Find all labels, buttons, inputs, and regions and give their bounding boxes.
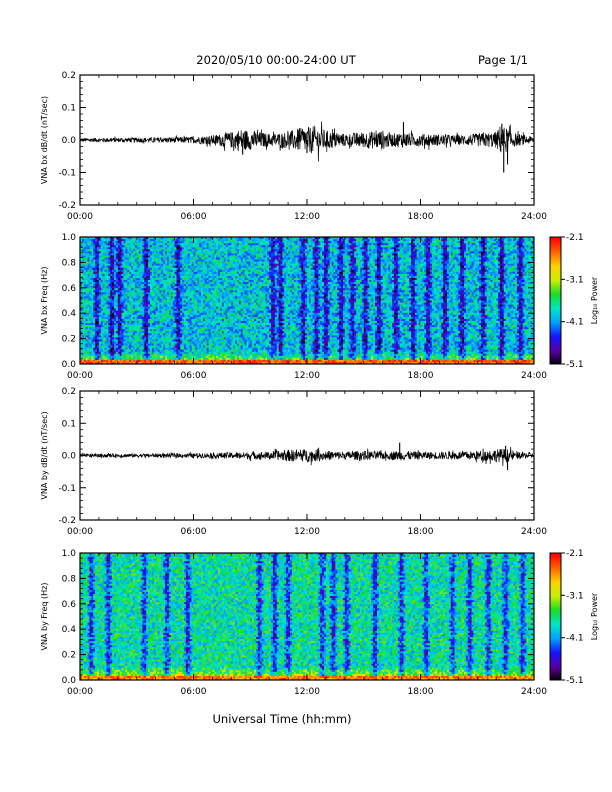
y-tick-label: 0.0: [62, 360, 77, 370]
x-tick-label: 18:00: [408, 212, 434, 222]
y-tick-label: 0.8: [62, 258, 77, 268]
y-tick-label: 0.0: [62, 452, 77, 462]
page-number: Page 1/1: [478, 53, 528, 67]
colorbar-tick-label: -3.1: [566, 275, 584, 285]
x-tick-label: 18:00: [408, 527, 434, 537]
colorbar-tick-label: -4.1: [566, 634, 584, 644]
y-tick-label: -0.2: [58, 201, 76, 211]
colorbar-tick-label: -4.1: [566, 318, 584, 328]
x-tick-label: 12:00: [294, 212, 320, 222]
x-tick-label: 12:00: [294, 371, 320, 381]
x-tick-label: 18:00: [408, 687, 434, 697]
x-tick-label: 24:00: [521, 687, 547, 697]
colorbar-tick-label: -2.1: [566, 233, 584, 243]
y-tick-label: 0.0: [62, 136, 77, 146]
x-tick-label: 18:00: [408, 371, 434, 381]
y-tick-label: 0.4: [62, 625, 77, 635]
x-tick-label: 00:00: [67, 527, 93, 537]
y-tick-label: 0.6: [62, 600, 77, 610]
y-tick-label: -0.1: [58, 484, 76, 494]
y-axis-label: VNA by Freq (Hz): [40, 583, 49, 651]
x-tick-label: 06:00: [181, 371, 207, 381]
colorbar-tick-label: -3.1: [566, 591, 584, 601]
y-tick-label: 0.8: [62, 574, 77, 584]
y-tick-label: -0.2: [58, 516, 76, 526]
x-tick-label: 12:00: [294, 527, 320, 537]
y-tick-label: 0.1: [62, 104, 76, 114]
x-tick-label: 12:00: [294, 687, 320, 697]
y-tick-label: 0.1: [62, 419, 76, 429]
x-tick-label: 06:00: [181, 212, 207, 222]
bx-dbdt-plot: 00:00 06:00 12:00 18:00 24:00 0.2 0.1 0.0 -0.1 -0…: [40, 71, 547, 222]
x-tick-label: 00:00: [67, 212, 93, 222]
x-axis-label: Universal Time (hh:mm): [212, 712, 351, 726]
x-tick-label: 00:00: [67, 687, 93, 697]
x-tick-label: 00:00: [67, 371, 93, 381]
y-axis-label: VNA by dB/dt (nT/sec): [40, 411, 49, 499]
bx-spectrogram-plot: -2.1 -3.1 -4.1 -5.1 Log₁₀ Power 00:00 06:00 12:…: [40, 233, 599, 381]
colorbar: -2.1 -3.1 -4.1 -5.1 Log₁₀ Power: [550, 549, 599, 686]
colorbar-label: Log₁₀ Power: [590, 276, 599, 324]
y-tick-label: 0.0: [62, 676, 77, 686]
y-tick-label: 0.6: [62, 284, 77, 294]
series-trace: [80, 447, 534, 466]
colorbar: -2.1 -3.1 -4.1 -5.1 Log₁₀ Power: [550, 233, 599, 370]
x-tick-label: 24:00: [521, 212, 547, 222]
x-tick-label: 06:00: [181, 687, 207, 697]
y-axis-label: VNA bx Freq (Hz): [40, 267, 49, 335]
y-tick-label: 0.2: [62, 335, 76, 345]
y-tick-label: 0.4: [62, 309, 77, 319]
x-tick-label: 06:00: [181, 527, 207, 537]
by-dbdt-plot: 00:00 06:00 12:00 18:00 24:00 0.2 0.1 0.0 -0.1 -0…: [40, 387, 547, 537]
spectrogram-cells: [80, 553, 534, 680]
page-title: 2020/05/10 00:00-24:00 UT: [196, 53, 356, 67]
colorbar-label: Log₁₀ Power: [590, 592, 599, 640]
x-tick-label: 24:00: [521, 371, 547, 381]
y-tick-label: -0.1: [58, 169, 76, 179]
x-tick-label: 24:00: [521, 527, 547, 537]
y-tick-label: 0.2: [62, 651, 76, 661]
y-tick-label: 1.0: [62, 233, 77, 243]
by-spectrogram-plot: -2.1 -3.1 -4.1 -5.1 Log₁₀ Power 00:00 06:00 12:…: [40, 549, 599, 697]
y-axis-label: VNA bx dB/dt (nT/sec): [40, 96, 49, 184]
colorbar-tick-label: -5.1: [566, 676, 584, 686]
y-tick-label: 0.2: [62, 71, 76, 81]
y-tick-label: 1.0: [62, 549, 77, 559]
colorbar-tick-label: -5.1: [566, 360, 584, 370]
spectrogram-cells: [80, 237, 534, 364]
colorbar-tick-label: -2.1: [566, 549, 584, 559]
y-tick-label: 0.2: [62, 387, 76, 397]
